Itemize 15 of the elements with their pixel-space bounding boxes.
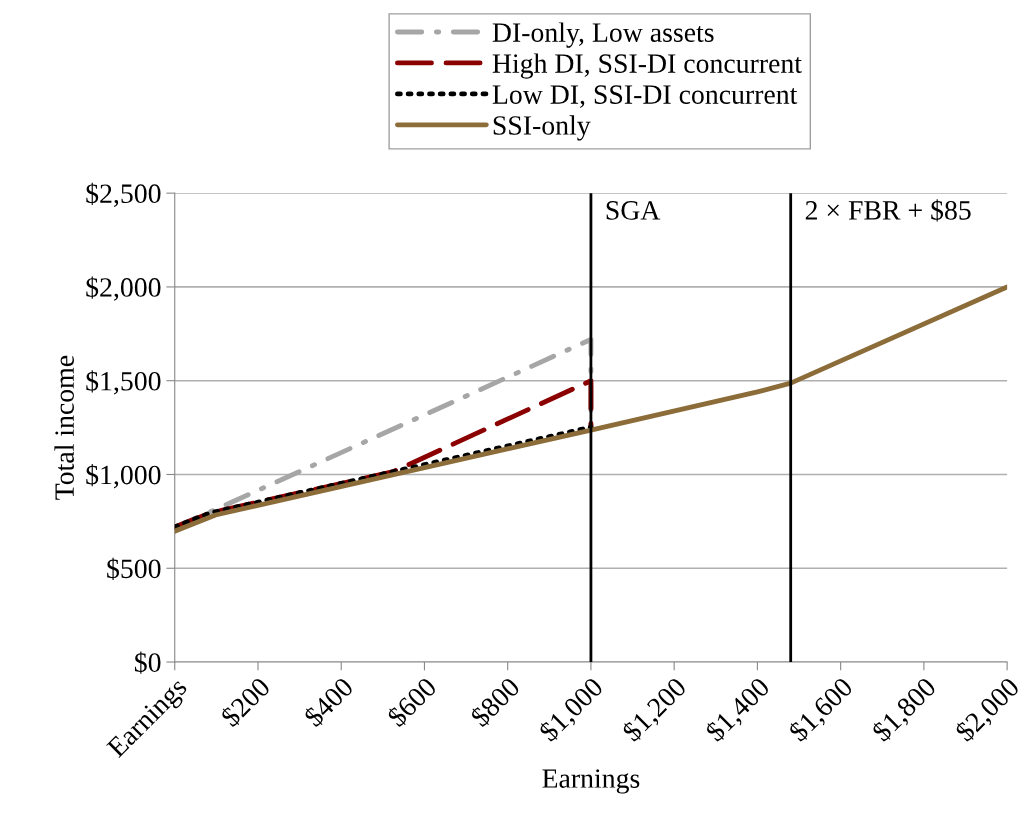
- y-tick-label: $500: [107, 557, 161, 581]
- line-series: [174, 284, 1008, 534]
- y-tick-label: $1,000: [86, 464, 161, 489]
- legend-label: SSI-only: [493, 115, 591, 141]
- y-axis-title: Total income: [54, 355, 74, 500]
- x-axis-title: Earnings: [542, 769, 640, 794]
- y-tick-label: $2,000: [86, 276, 161, 301]
- y-tick-label: $2,500: [86, 182, 161, 208]
- y-tick-label: $0: [134, 651, 161, 674]
- ref-line-label: SGA: [606, 201, 661, 220]
- legend-label: DI-only, Low assets: [492, 22, 714, 48]
- legend-label: Low DI, SSI-DI concurrent: [492, 85, 798, 108]
- ref-line-label: 2 × FBR + $85: [805, 199, 971, 222]
- y-tick-label: $1,500: [86, 370, 161, 395]
- legend-label: High DI, SSI-DI concurrent: [492, 53, 802, 79]
